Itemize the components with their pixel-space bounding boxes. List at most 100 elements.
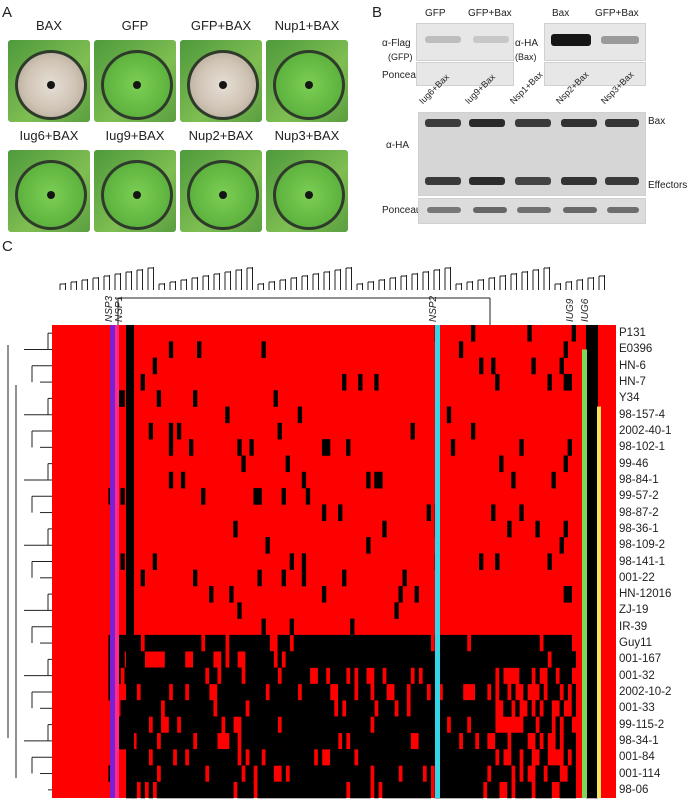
heatmap-cell — [309, 716, 315, 734]
heatmap-cell — [338, 749, 343, 766]
heatmap-cell — [358, 716, 363, 734]
isolate-row-label: 001-84 — [619, 751, 655, 764]
heatmap-cell — [120, 553, 125, 570]
heatmap-cell — [382, 520, 387, 538]
heatmap-cell — [172, 716, 178, 734]
heatmap-cell — [398, 700, 403, 717]
heatmap-cell — [176, 422, 182, 440]
heatmap-cell — [289, 618, 295, 636]
heatmap-cell — [265, 716, 270, 734]
heatmap-cell — [309, 781, 315, 799]
heatmap-cell — [305, 716, 311, 734]
heatmap-cell — [543, 716, 548, 734]
heatmap-cell — [321, 439, 327, 456]
heatmap-cell — [285, 700, 290, 717]
heatmap-cell — [317, 651, 323, 668]
heatmap-cell — [466, 765, 472, 782]
heatmap-cell — [426, 634, 431, 652]
heatmap-cell — [126, 749, 134, 766]
isolate-row-label: 98-109-2 — [619, 539, 666, 552]
heatmap-cell — [410, 781, 415, 799]
heatmap-cell — [172, 667, 178, 685]
heatmap-cell — [366, 765, 371, 782]
heatmap-cell — [362, 634, 367, 652]
heatmap-cell — [301, 716, 307, 734]
heatmap-cell — [193, 683, 198, 701]
heatmap-cell — [305, 651, 311, 668]
heatmap-cell — [418, 651, 423, 668]
isolate-row-label: Guy11 — [619, 637, 653, 650]
heatmap-cell — [265, 700, 270, 717]
heatmap-cell — [454, 683, 460, 701]
heatmap-cell — [193, 390, 198, 407]
heatmap-cell — [346, 439, 351, 456]
heatmap-cell — [350, 667, 355, 685]
heatmap-cell — [229, 781, 234, 799]
heatmap-cell — [225, 406, 230, 424]
heatmap-cell — [567, 732, 572, 750]
isolate-row-label: 98-34-1 — [619, 734, 659, 747]
heatmap-cell — [563, 667, 568, 685]
heatmap-cell — [221, 651, 226, 668]
blot-marker-effectors: Effectors — [648, 180, 688, 191]
heatmap-cell — [418, 700, 423, 717]
heatmap-cell — [414, 585, 419, 603]
heatmap-cell — [507, 634, 512, 652]
heatmap-cell — [519, 667, 524, 685]
heatmap-cell — [358, 765, 363, 782]
heatmap-cell — [458, 683, 464, 701]
heatmap-cell — [273, 667, 278, 685]
heatmap-cell — [197, 683, 202, 701]
heatmap-cell — [201, 651, 206, 668]
heatmap-cell — [217, 749, 222, 766]
heatmap-cell — [176, 749, 182, 766]
heatmap-cell — [483, 683, 488, 701]
heatmap-cell — [346, 765, 351, 782]
heatmap-cell — [144, 732, 149, 750]
heatmap-cell — [325, 765, 331, 782]
heatmap-cell — [197, 667, 202, 685]
leaf-image — [266, 40, 348, 122]
heatmap-cell — [126, 765, 134, 782]
heatmap-cell — [454, 700, 460, 717]
heatmap-cell — [140, 651, 145, 668]
heatmap-cell — [358, 634, 363, 652]
heatmap-cell — [483, 732, 488, 750]
blot-ponceau-top-right-box — [544, 62, 646, 86]
heatmap-cell — [277, 634, 282, 652]
heatmap-cell — [245, 716, 250, 734]
isolate-row-label: 98-157-4 — [619, 408, 666, 421]
heatmap-cell — [301, 634, 307, 652]
heatmap-cell — [261, 765, 266, 782]
blot-col-gfp: GFP — [425, 8, 446, 19]
heatmap-cell — [442, 732, 448, 750]
heatmap-cell — [346, 634, 351, 652]
presence-absence-heatmap — [52, 325, 616, 799]
heatmap-cell — [249, 651, 254, 668]
heatmap-cell — [289, 765, 295, 782]
heatmap-cell — [446, 406, 452, 424]
heatmap-cell — [362, 651, 367, 668]
heatmap-cell — [241, 749, 246, 766]
heatmap-cell — [261, 341, 266, 358]
heatmap-cell — [241, 732, 246, 750]
heatmap-cell — [126, 520, 134, 538]
heatmap-cell — [132, 700, 137, 717]
heatmap-cell — [450, 439, 456, 456]
heatmap-cell — [450, 700, 456, 717]
heatmap-cell — [313, 634, 319, 652]
heatmap-cell — [450, 651, 456, 668]
heatmap-cell — [586, 618, 598, 636]
heatmap-cell — [126, 439, 134, 456]
heatmap-cell — [414, 749, 419, 766]
heatmap-cell — [297, 406, 303, 424]
heatmap-cell — [450, 749, 456, 766]
heatmap-cell — [148, 732, 154, 750]
heatmap-cell — [289, 749, 295, 766]
isolate-row-label: 2002-10-2 — [619, 685, 672, 698]
heatmap-cell — [442, 634, 448, 652]
heatmap-cell — [193, 765, 198, 782]
heatmap-cell — [491, 700, 496, 717]
heatmap-cell — [571, 683, 577, 701]
isolate-row-label: HN-7 — [619, 376, 646, 389]
